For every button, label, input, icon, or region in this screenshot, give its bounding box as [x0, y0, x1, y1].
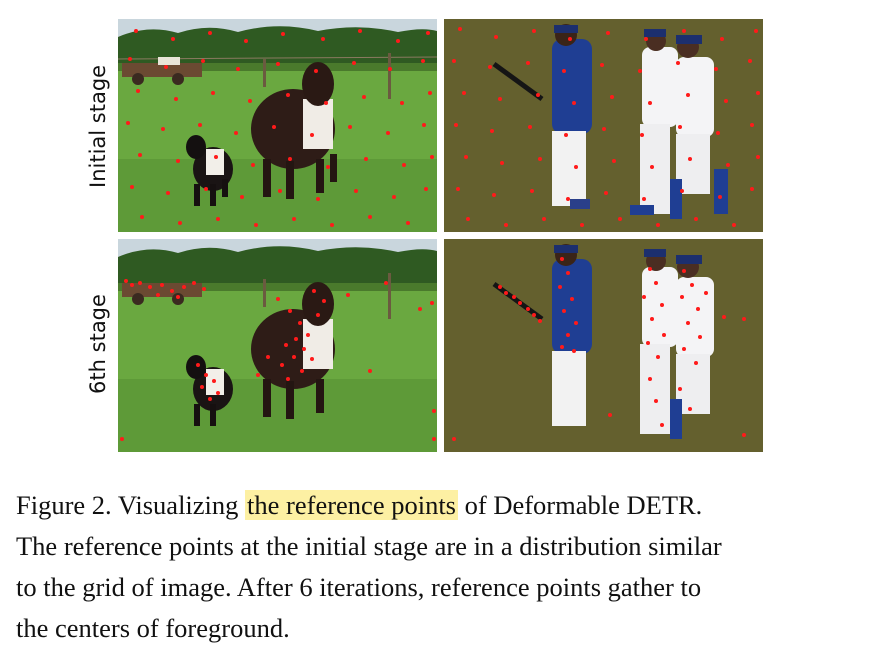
reference-points-clustered	[452, 257, 746, 441]
reference-points-grid	[126, 29, 434, 227]
calf-small	[186, 135, 233, 206]
trailer-left	[122, 57, 202, 85]
caption-line-4: the centers of foreground.	[16, 613, 290, 643]
reference-points-clustered	[120, 279, 436, 441]
caption-line-2: The reference points at the initial stag…	[16, 531, 722, 561]
caption-highlight: the reference points	[245, 490, 458, 520]
reference-points-grid	[452, 27, 760, 227]
panel-cows-initial	[118, 19, 437, 232]
panel-baseball-initial	[444, 19, 763, 232]
cows-6th-stage-image	[118, 239, 437, 452]
caption-prefix: Figure 2. Visualizing	[16, 490, 246, 520]
panel-baseball-6th-stage	[444, 239, 763, 452]
trailer-left	[122, 283, 202, 305]
baseball-initial-image	[444, 19, 763, 232]
row-label-6th-stage: 6th stage	[86, 294, 110, 394]
figure-caption: Figure 2. Visualizing the reference poin…	[16, 485, 862, 649]
player-right	[670, 255, 714, 439]
caption-line-3: to the grid of image. After 6 iterations…	[16, 572, 702, 602]
player-middle	[630, 29, 678, 215]
cow-large	[251, 62, 337, 199]
panel-cows-6th-stage	[118, 239, 437, 452]
row-label-initial-stage: Initial stage	[86, 64, 110, 188]
baseball-6th-stage-image	[444, 239, 763, 452]
cows-initial-image	[118, 19, 437, 232]
player-right	[670, 35, 728, 219]
player-middle	[640, 249, 678, 434]
cow-large	[251, 282, 335, 419]
player-left	[492, 244, 592, 426]
caption-line-1: Figure 2. Visualizing the reference poin…	[16, 485, 862, 526]
caption-suffix: of Deformable DETR.	[458, 490, 703, 520]
player-left	[492, 24, 592, 209]
